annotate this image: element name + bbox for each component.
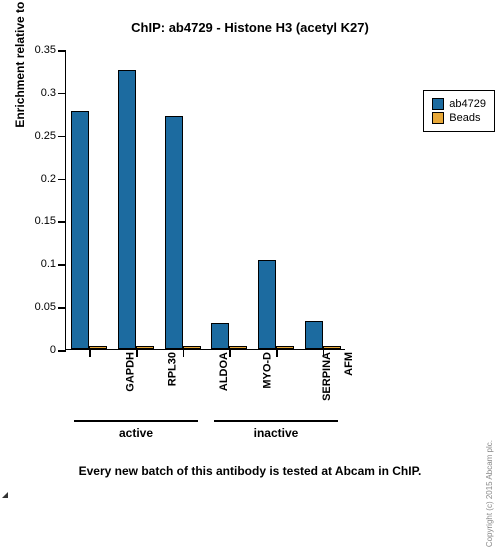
y-tick-label: 0.3 (26, 87, 56, 99)
bar (136, 346, 154, 349)
bar (258, 260, 276, 349)
bar (183, 346, 201, 349)
y-tick (58, 179, 66, 181)
x-tick (89, 349, 91, 357)
x-tick (276, 349, 278, 357)
bar (211, 323, 229, 349)
x-axis-label: MYO-D (262, 352, 274, 389)
legend-item: Beads (432, 112, 486, 124)
bar (229, 346, 247, 349)
x-axis-label: SERPINA (321, 352, 333, 401)
chart-title: ChIP: ab4729 - Histone H3 (acetyl K27) (15, 20, 485, 35)
y-tick-label: 0.05 (26, 301, 56, 313)
chart-container: ChIP: ab4729 - Histone H3 (acetyl K27) E… (0, 0, 500, 500)
x-axis-label: AFM (342, 352, 354, 376)
y-tick-label: 0.2 (26, 173, 56, 185)
legend-swatch-beads (432, 112, 444, 124)
bar (165, 116, 183, 349)
legend-swatch-ab4729 (432, 98, 444, 110)
y-tick (58, 264, 66, 266)
y-tick-label: 0.35 (26, 44, 56, 56)
y-tick (58, 136, 66, 138)
bar (305, 321, 323, 349)
group-line (74, 420, 198, 422)
plot-area: 00.050.10.150.20.250.30.35GAPDHRPL30ALDO… (65, 50, 345, 350)
x-axis-label: ALDOA (218, 352, 230, 391)
group-line (214, 420, 338, 422)
x-axis-label: RPL30 (166, 352, 178, 386)
y-tick-label: 0.15 (26, 215, 56, 227)
legend-item: ab4729 (432, 98, 486, 110)
x-tick (136, 349, 138, 357)
legend-label: Beads (449, 112, 480, 124)
y-tick (58, 350, 66, 352)
copyright-text: Copyright (c) 2015 Abcam plc. (485, 440, 494, 547)
y-tick (58, 307, 66, 309)
corner-mark-icon (2, 492, 8, 498)
y-tick (58, 93, 66, 95)
x-tick (229, 349, 231, 357)
legend: ab4729 Beads (423, 90, 495, 132)
x-tick (183, 349, 185, 357)
bar (276, 346, 294, 349)
legend-label: ab4729 (449, 98, 486, 110)
group-label: active (74, 426, 198, 440)
y-tick-label: 0.1 (26, 258, 56, 270)
y-tick (58, 221, 66, 223)
chart-area: Enrichment relative to Input 00.050.10.1… (65, 50, 405, 350)
x-tick (323, 349, 325, 357)
y-tick-label: 0.25 (26, 130, 56, 142)
bar (71, 111, 89, 349)
footer-text: Every new batch of this antibody is test… (0, 464, 500, 478)
y-tick (58, 50, 66, 52)
bar (89, 346, 107, 349)
bar (323, 346, 341, 349)
x-axis-label: GAPDH (125, 352, 137, 392)
y-axis-label: Enrichment relative to Input (13, 0, 27, 128)
group-label: inactive (214, 426, 338, 440)
y-tick-label: 0 (26, 344, 56, 356)
bar (118, 70, 136, 349)
